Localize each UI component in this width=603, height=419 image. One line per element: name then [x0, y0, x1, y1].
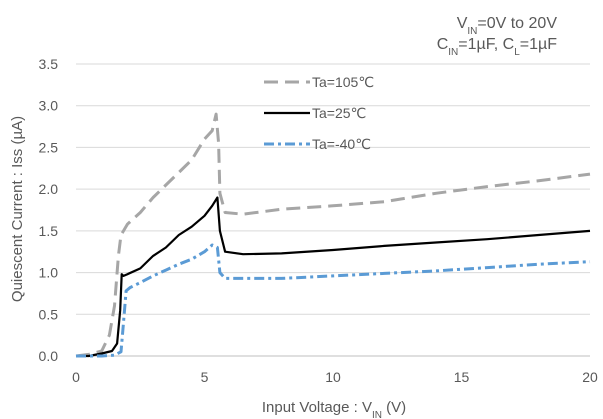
- x-tick-label: 20: [582, 369, 598, 385]
- y-tick-label: 2.5: [39, 139, 59, 155]
- legend-label-3: Ta=-40℃: [312, 136, 371, 152]
- x-tick-label: 15: [454, 369, 470, 385]
- x-tick-label: 0: [72, 369, 80, 385]
- y-tick-label: 1.5: [39, 223, 59, 239]
- series-line-1: [75, 112, 591, 358]
- condition-line-1: VIN=0V to 20V: [457, 15, 558, 37]
- y-tick-label: 0.5: [39, 306, 59, 322]
- x-axis-title: Input Voltage : VIN (V): [262, 399, 406, 419]
- x-tick-label: 5: [201, 369, 209, 385]
- y-tick-label: 0.0: [39, 348, 59, 364]
- condition-line-2: CIN=1µF, CL=1µF: [437, 36, 558, 58]
- series-line-2: [76, 196, 591, 358]
- legend-label-2: Ta=25℃: [312, 105, 366, 121]
- y-tick-label: 1.0: [39, 265, 59, 281]
- x-tick-labels: 0 5 10 15 20: [72, 369, 598, 385]
- series-lines: [75, 112, 591, 358]
- y-tick-label: 3.5: [39, 56, 59, 72]
- y-axis-title: Quiescent Current : Iss (µA): [9, 116, 26, 302]
- y-tick-label: 3.0: [39, 98, 59, 114]
- legend: Ta=105℃ Ta=25℃ Ta=-40℃: [264, 74, 374, 152]
- x-tick-label: 10: [325, 369, 341, 385]
- y-tick-labels: 0.0 0.5 1.0 1.5 2.0 2.5 3.0 3.5: [39, 56, 59, 364]
- y-tick-label: 2.0: [39, 181, 59, 197]
- series-line-3: [76, 243, 591, 358]
- legend-label-1: Ta=105℃: [312, 74, 374, 90]
